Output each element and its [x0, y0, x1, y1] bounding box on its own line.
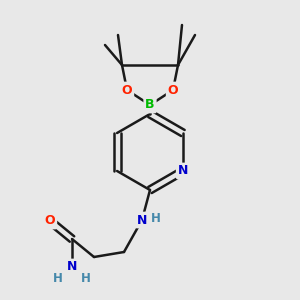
Text: N: N — [137, 214, 147, 226]
Text: O: O — [168, 83, 178, 97]
Text: O: O — [45, 214, 55, 227]
Text: N: N — [178, 164, 188, 178]
Text: H: H — [53, 272, 63, 286]
Text: N: N — [67, 260, 77, 274]
Text: H: H — [81, 272, 91, 286]
Text: B: B — [145, 98, 155, 112]
Text: H: H — [151, 212, 161, 224]
Text: O: O — [122, 83, 132, 97]
